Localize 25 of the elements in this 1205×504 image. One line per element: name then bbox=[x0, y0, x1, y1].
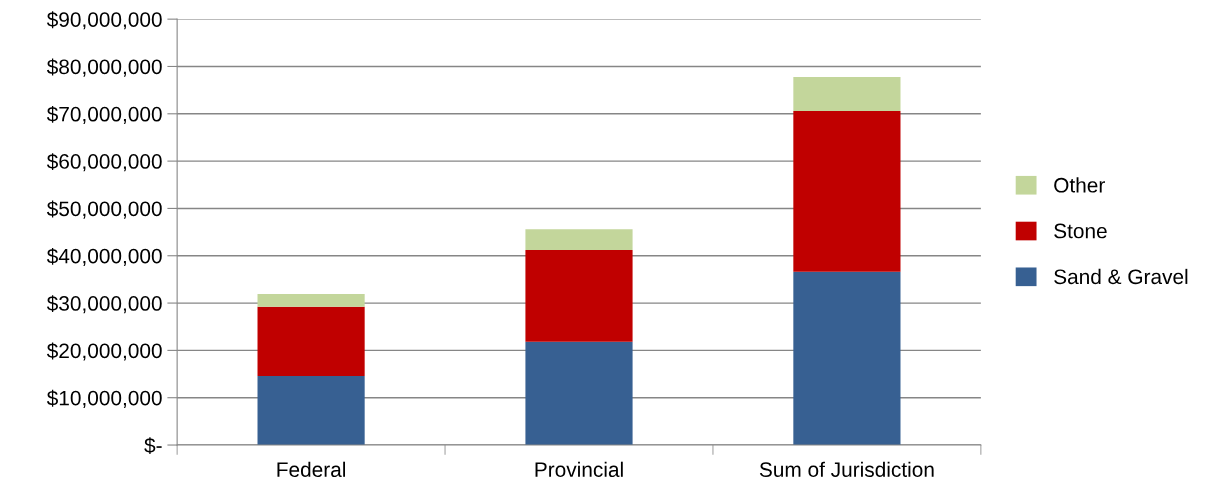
y-tick-label: $70,000,000 bbox=[46, 105, 162, 125]
y-tick-label: $20,000,000 bbox=[46, 342, 162, 361]
y-tick-label: $40,000,000 bbox=[46, 247, 162, 266]
bar bbox=[793, 110, 901, 272]
y-tick-label: $60,000,000 bbox=[46, 153, 162, 172]
legend-label: Stone bbox=[1054, 223, 1107, 239]
y-tick-label: $80,000,000 bbox=[46, 58, 162, 77]
bar bbox=[793, 76, 901, 111]
bar bbox=[257, 294, 365, 307]
y-tick-label: $50,000,000 bbox=[46, 200, 162, 219]
bar bbox=[525, 229, 633, 251]
bar bbox=[257, 306, 365, 376]
y-tick-label: $10,000,000 bbox=[46, 389, 162, 408]
bar bbox=[525, 250, 633, 342]
y-tick-label: $90,000,000 bbox=[46, 11, 162, 30]
x-tick-label: Provincial bbox=[535, 461, 623, 477]
bar bbox=[793, 271, 901, 446]
bar bbox=[525, 341, 633, 446]
x-tick-label: Federal bbox=[277, 461, 346, 477]
y-tick-label: $- bbox=[144, 437, 162, 455]
y-tick-label: $30,000,000 bbox=[46, 295, 162, 314]
legend-label: Sand & Gravel bbox=[1054, 268, 1188, 285]
legend-label: Other bbox=[1054, 177, 1105, 193]
x-tick-label: Sum of Jurisdiction bbox=[759, 461, 934, 477]
bar bbox=[257, 375, 365, 446]
